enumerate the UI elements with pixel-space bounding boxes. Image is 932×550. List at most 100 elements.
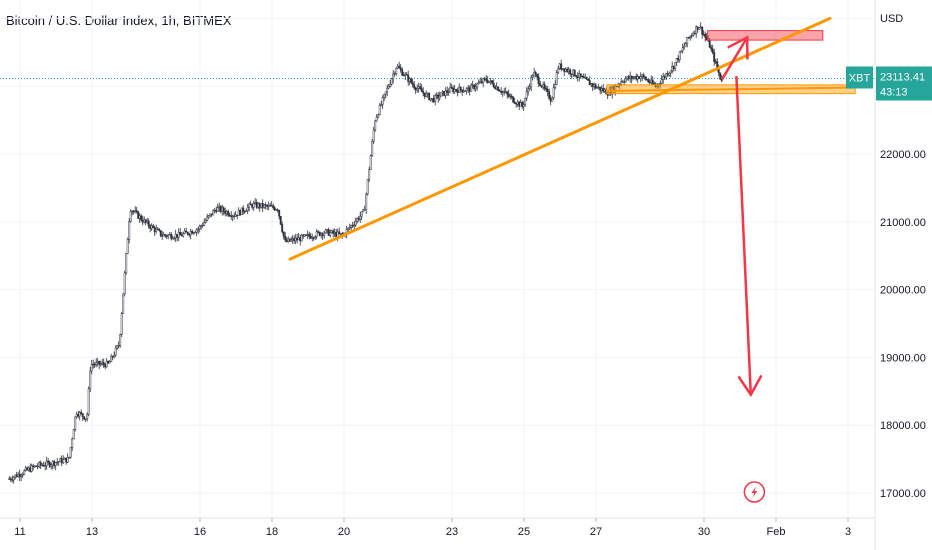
candle-body bbox=[701, 26, 704, 35]
candle-body bbox=[183, 230, 186, 234]
zone-rect[interactable] bbox=[707, 30, 824, 41]
candle-body bbox=[281, 224, 284, 233]
y-tick-label: 22000.00 bbox=[880, 149, 926, 161]
candle-body bbox=[480, 81, 483, 84]
candle-body bbox=[453, 89, 456, 92]
candle-body bbox=[93, 364, 96, 366]
x-tick-label: 27 bbox=[590, 526, 602, 538]
candle-body bbox=[126, 239, 129, 254]
candle-body bbox=[66, 457, 69, 463]
candle-body bbox=[74, 416, 77, 430]
candle-body bbox=[392, 73, 395, 80]
candle-body bbox=[333, 232, 336, 234]
arrow-head[interactable] bbox=[737, 374, 763, 398]
candle-body bbox=[327, 229, 330, 236]
candle-body bbox=[680, 50, 683, 53]
candle-body bbox=[666, 73, 669, 76]
candle-body bbox=[212, 210, 215, 216]
candle-body bbox=[324, 229, 327, 234]
trendline[interactable] bbox=[605, 86, 857, 92]
candle-body bbox=[573, 69, 576, 76]
candle-body bbox=[26, 467, 29, 471]
candle-body bbox=[80, 412, 83, 414]
candle-body bbox=[81, 413, 84, 417]
candle-body bbox=[155, 228, 158, 232]
candle-body bbox=[83, 416, 86, 420]
candle-body bbox=[639, 76, 642, 79]
candle-body bbox=[158, 229, 161, 231]
candle-body bbox=[377, 114, 380, 118]
candle-body bbox=[143, 219, 146, 223]
candle-body bbox=[594, 84, 597, 89]
candle-body bbox=[72, 429, 75, 440]
candle-body bbox=[56, 461, 59, 464]
candle-body bbox=[582, 76, 585, 79]
candle-body bbox=[437, 94, 440, 99]
candle-body bbox=[9, 478, 12, 480]
candle-body bbox=[287, 238, 290, 242]
candle-body bbox=[288, 238, 291, 242]
candle-body bbox=[312, 237, 315, 239]
candle-body bbox=[596, 87, 599, 89]
candle-body bbox=[167, 234, 170, 237]
candle-body bbox=[8, 478, 11, 480]
candle-body bbox=[669, 70, 672, 74]
candle-body bbox=[464, 90, 467, 92]
candle-body bbox=[620, 81, 623, 85]
currency-label: USD bbox=[880, 13, 903, 25]
candle-body bbox=[125, 253, 128, 274]
candle-body bbox=[425, 93, 428, 97]
candle-body bbox=[60, 458, 63, 464]
candle-body bbox=[567, 69, 570, 72]
candle-body bbox=[222, 207, 225, 212]
chart-title: Bitcoin / U.S. Dollar Index, 1h, BITMEX bbox=[6, 13, 232, 28]
candle-body bbox=[509, 95, 512, 98]
candle-body bbox=[417, 86, 420, 89]
candle-body bbox=[668, 72, 671, 76]
candle-body bbox=[278, 210, 281, 217]
candle-body bbox=[429, 98, 432, 101]
candle-body bbox=[635, 76, 638, 80]
candle-body bbox=[569, 69, 572, 74]
candle-body bbox=[44, 465, 47, 467]
trendline[interactable] bbox=[288, 16, 832, 261]
candle-body bbox=[216, 207, 219, 212]
candle-body bbox=[672, 66, 675, 70]
candle-body bbox=[641, 74, 644, 77]
candle-body bbox=[381, 97, 384, 105]
candle-body bbox=[50, 464, 53, 467]
candle-body bbox=[21, 474, 24, 476]
candle-body bbox=[18, 473, 21, 477]
candle-body bbox=[540, 85, 543, 88]
candle-body bbox=[134, 210, 137, 212]
candle-body bbox=[521, 102, 524, 107]
candle-body bbox=[597, 86, 600, 89]
candle-body bbox=[87, 388, 90, 415]
arrow-shaft[interactable] bbox=[720, 36, 749, 81]
candle-body bbox=[539, 83, 542, 87]
candle-body bbox=[231, 215, 234, 218]
candle-body bbox=[498, 90, 501, 92]
candle-body bbox=[314, 236, 317, 239]
candle-body bbox=[38, 462, 41, 467]
candle-body bbox=[165, 235, 168, 237]
candle-body bbox=[141, 219, 144, 223]
candle-body bbox=[336, 231, 339, 237]
candle-body bbox=[65, 457, 68, 463]
candle-body bbox=[434, 95, 437, 103]
candle-body bbox=[525, 91, 528, 99]
arrow-shaft[interactable] bbox=[735, 75, 753, 395]
candle-body bbox=[209, 213, 212, 216]
candle-body bbox=[279, 216, 282, 225]
arrow-head[interactable] bbox=[727, 35, 749, 60]
candle-body bbox=[248, 203, 251, 208]
candle-body bbox=[303, 234, 306, 237]
candle-body bbox=[260, 203, 263, 208]
candle-body bbox=[132, 210, 135, 213]
candle-body bbox=[90, 363, 93, 372]
candle-body bbox=[185, 230, 188, 233]
candle-body bbox=[503, 91, 506, 93]
candle-body bbox=[495, 86, 498, 90]
candle-body bbox=[689, 35, 692, 39]
